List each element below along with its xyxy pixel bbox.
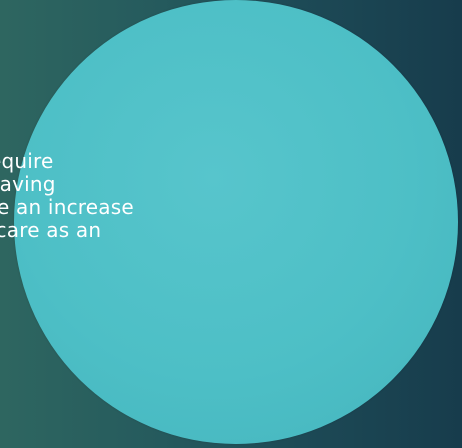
body-text: equire saving re an increase care as an (0, 150, 289, 242)
text-line-4: care as an (0, 218, 102, 242)
text-line-1: equire (0, 150, 54, 173)
text-line-2: saving (0, 172, 56, 196)
decorative-circle (14, 0, 458, 444)
text-line-3: re an increase (0, 195, 134, 219)
